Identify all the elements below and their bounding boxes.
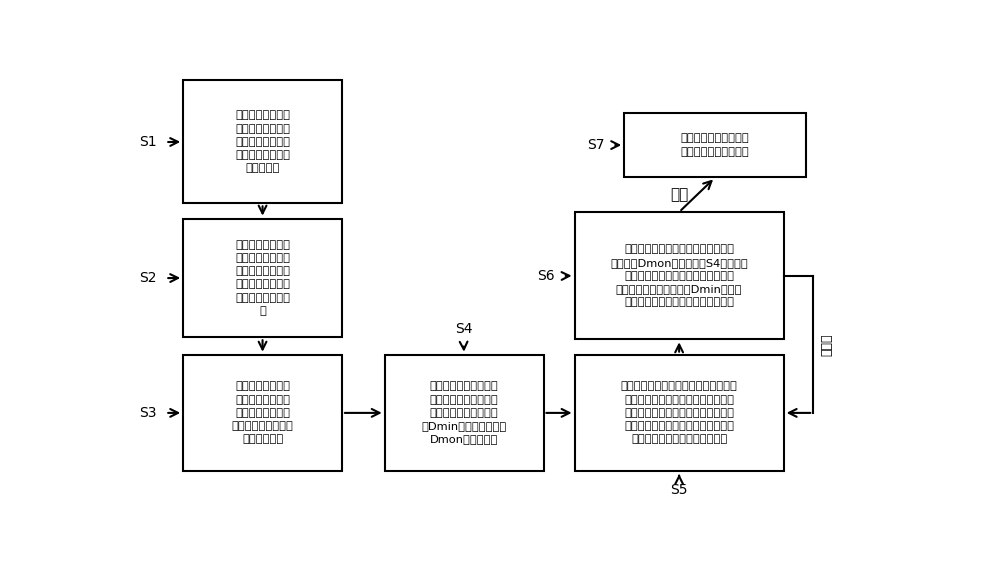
Text: 选取材质均匀、且
密度处于感染性医
疗固体废物密度数
据模型中的模拟材
料进行剂量分布试
验: 选取材质均匀、且 密度处于感染性医 疗固体废物密度数 据模型中的模拟材 料进行剂… — [235, 240, 290, 316]
Text: S2: S2 — [140, 271, 157, 285]
Text: S6: S6 — [537, 269, 555, 283]
Bar — [183, 355, 342, 471]
Text: S3: S3 — [140, 406, 157, 420]
Text: 辐照结束后，根据剂量计显示的监控
位置剂量Dmon并通过步骤S4中的换算
关系式计算出感染性医疗固体废物实
际所接收的吸收量最小值Dmin，与灭
菌要求的接收最: 辐照结束后，根据剂量计显示的监控 位置剂量Dmon并通过步骤S4中的换算 关系式… — [610, 245, 748, 307]
Text: 不达标: 不达标 — [821, 333, 834, 356]
Bar — [183, 80, 342, 204]
Text: S5: S5 — [670, 483, 688, 497]
Text: 根据所在地区感染
性医疗固体废物调
研数据，建立感染
性医疗固体废物密
度数据模型: 根据所在地区感染 性医疗固体废物调 研数据，建立感染 性医疗固体废物密 度数据模… — [235, 111, 290, 173]
Text: 辐照结束后，分析模拟
材料中辐照剂量分布数
据，建立吸收剂量最小
值Dmin与监控位置剂量
Dmon换算关系式: 辐照结束后，分析模拟 材料中辐照剂量分布数 据，建立吸收剂量最小 值Dmin与监… — [421, 381, 507, 444]
Bar — [183, 218, 342, 337]
Bar — [624, 113, 806, 177]
Text: 达标: 达标 — [670, 187, 688, 203]
Text: 将模拟材料放置于
传输装置上，并且
在模拟材料的监控
位置上放置剂量计，
进行辐照处理: 将模拟材料放置于 传输装置上，并且 在模拟材料的监控 位置上放置剂量计， 进行辐… — [232, 381, 294, 444]
Text: S1: S1 — [139, 135, 157, 149]
Text: 建立感染性医疗固体废物的加工参数，
将待处理的感染性医疗固体废物放置
于传输装置上，并且在感染性医疗固
体废物的监控位置放置剂量计，按建
立的加工参数进行辐照灭: 建立感染性医疗固体废物的加工参数， 将待处理的感染性医疗固体废物放置 于传输装置… — [621, 381, 738, 444]
Bar — [385, 355, 544, 471]
Text: S4: S4 — [455, 321, 472, 335]
Text: S7: S7 — [587, 138, 604, 152]
Bar — [574, 355, 784, 471]
Text: 取出完成辐照灭菌操作
的感染性医疗固体废物: 取出完成辐照灭菌操作 的感染性医疗固体废物 — [681, 134, 750, 157]
Bar — [574, 212, 784, 339]
